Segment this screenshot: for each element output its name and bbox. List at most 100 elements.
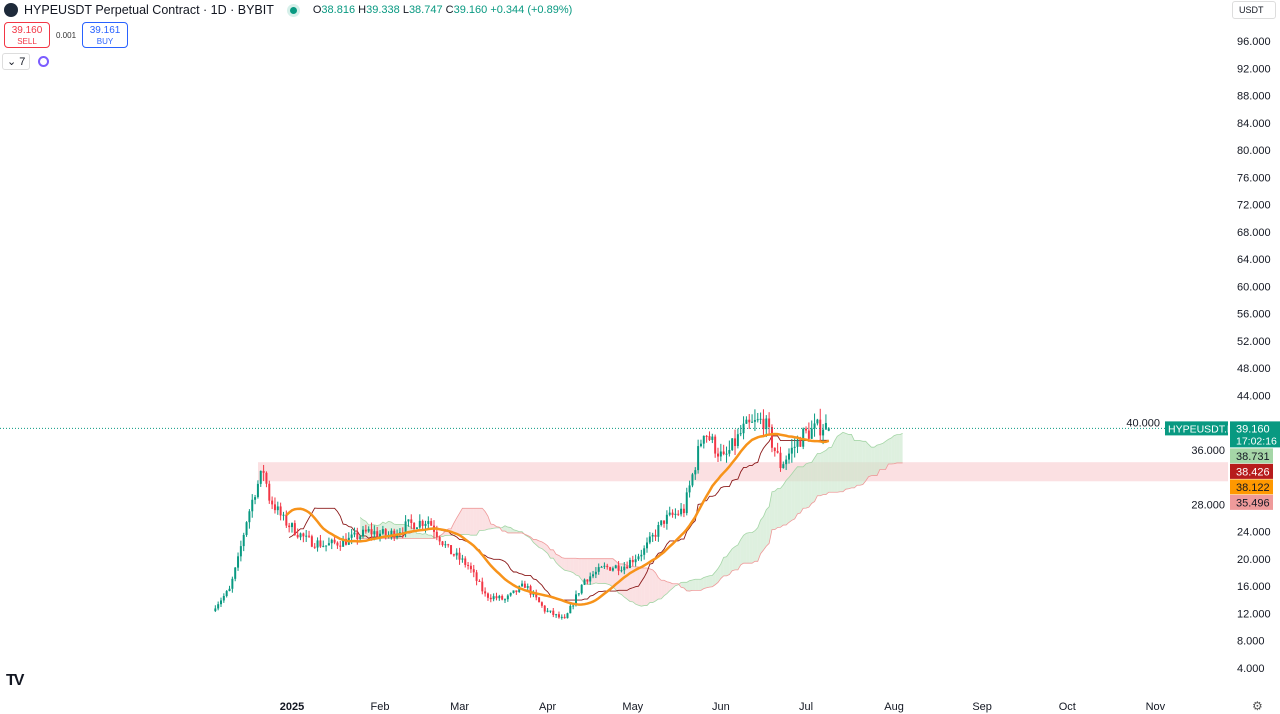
candle-body [546,610,549,612]
x-tick-label: Aug [884,701,904,713]
ichimoku-cloud-segment [507,527,511,533]
ichimoku-cloud-segment [456,513,460,535]
candle-body [776,451,779,453]
ichimoku-cloud-segment [797,466,801,514]
candle-body [651,534,654,537]
candle-body [702,435,705,444]
ichimoku-cloud-segment [487,516,491,530]
ichimoku-cloud-segment [658,577,662,600]
countdown-label: 17:02:16 [1236,435,1277,447]
candle-body [330,539,333,544]
ichimoku-cloud-segment [649,568,653,603]
ichimoku-cloud-segment [857,440,860,486]
candle-body [276,506,279,511]
ichimoku-cloud-segment [595,558,599,584]
candle-body [694,470,697,475]
candle-body [427,521,430,524]
currency-select[interactable]: USDT [1232,1,1276,19]
candle-body [225,591,228,597]
ichimoku-cloud-segment [419,533,423,539]
candle-body [788,453,790,460]
candle-body [734,438,737,447]
ichimoku-cloud-segment [760,516,764,554]
ichimoku-cloud-segment [828,447,832,493]
candle-body [356,532,359,540]
chart-header: HYPEUSDT Perpetual Contract · 1D · BYBIT… [4,3,572,17]
y-tick-label: 96.000 [1237,36,1271,48]
ichimoku-cloud-segment [695,579,699,591]
x-tick-label: Sep [972,701,992,713]
candle-body [586,579,589,582]
ichimoku-cloud-segment [544,543,548,554]
ichimoku-cloud-segment [581,558,585,584]
candle-body [543,605,546,612]
x-tick-label: Feb [371,701,390,713]
ichimoku-cloud-segment [771,491,775,530]
y-tick-label: 40.000 [1126,418,1160,430]
ichimoku-cloud-segment [894,434,897,464]
candle-body [626,566,629,569]
candle-body [609,567,612,571]
candle-body [478,580,481,582]
symbol-label: HYPEUSDT.P [1168,423,1234,435]
candle-body [589,576,592,582]
candle-body [359,536,362,540]
ichimoku-cloud-segment [709,575,713,588]
y-tick-label: 28.000 [1191,499,1225,511]
indicator-price-label: 38.426 [1236,466,1270,478]
candle-body [291,523,293,528]
candle-body [765,418,768,430]
candle-body [782,464,785,469]
y-tick-label: 76.000 [1237,172,1271,184]
candle-body [384,529,387,536]
ichimoku-cloud-segment [604,558,608,585]
symbol-title[interactable]: HYPEUSDT Perpetual Contract · 1D · BYBIT [24,3,274,17]
ichimoku-cloud-segment [896,434,900,463]
ichimoku-cloud-segment [629,566,633,602]
candle-body [475,572,478,581]
ichimoku-cloud-segment [686,580,690,592]
ichimoku-cloud-segment [655,572,659,601]
ichimoku-cloud-segment [664,580,667,596]
candle-body [643,548,646,555]
ichimoku-cloud-segment [692,579,696,591]
candle-body [228,588,231,592]
candle-body [279,506,282,516]
candle-body [447,544,450,546]
ichimoku-cloud-segment [368,524,372,539]
candle-body [265,472,268,484]
candle-body [628,559,631,569]
buy-button[interactable]: 39.161 BUY [82,22,129,48]
ichimoku-cloud-segment [874,445,878,476]
candle-body [677,513,680,515]
candle-body [691,474,694,486]
ichimoku-cloud-segment [578,558,582,580]
candle-body [430,521,433,526]
candle-body [810,428,813,439]
ichimoku-cloud-segment [754,527,758,562]
ichimoku-cloud-segment [845,433,849,490]
y-tick-label: 64.000 [1237,254,1271,266]
candle-body [623,566,626,571]
ichimoku-cloud-segment [428,535,432,539]
candle-body [353,532,356,535]
ichimoku-cloud-segment [553,549,557,563]
candle-body [404,521,407,533]
ichimoku-cloud-segment [749,532,753,564]
ichimoku-cloud-segment [791,470,795,521]
candle-body [344,538,347,545]
indicators-toggle[interactable]: ⌄ 7 [2,53,31,70]
candle-body [370,529,373,535]
ichimoku-cloud-segment [735,544,738,570]
ichimoku-cloud-segment [576,558,579,576]
tradingview-logo-icon[interactable]: TV [6,672,25,689]
ichimoku-cloud-segment [482,508,486,531]
settings-icon[interactable]: ⚙ [1252,699,1263,713]
candle-body [248,511,251,523]
ichimoku-cloud-segment [479,508,483,531]
candle-body [674,513,677,515]
ichimoku-cloud-segment [842,432,846,492]
sell-button[interactable]: 39.160 SELL [4,22,50,48]
ichimoku-cloud-segment [683,582,687,591]
